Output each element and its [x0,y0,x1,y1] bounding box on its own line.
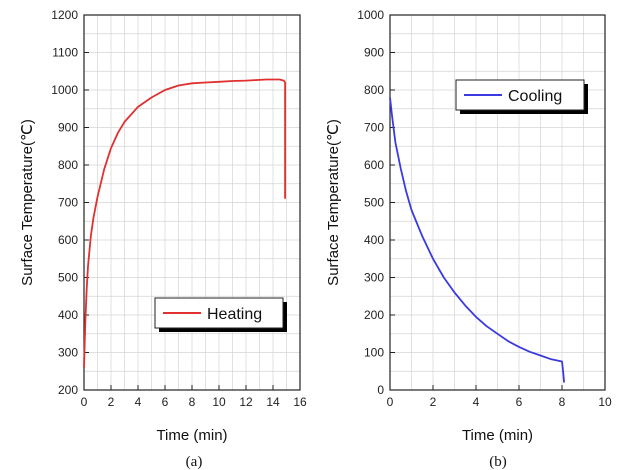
x-tick-label: 16 [293,395,307,409]
x-axis-title: Time (min) [462,427,533,444]
x-tick-label: 8 [189,395,196,409]
x-tick-label: 4 [135,395,142,409]
y-tick-label: 900 [58,121,78,135]
x-axis-title: Time (min) [156,427,227,444]
x-tick-label: 0 [387,395,394,409]
x-tick-label: 12 [239,395,253,409]
y-tick-label: 600 [364,158,384,172]
heating-panel: 0 2 4 6 8 10 12 14 16 200 300 400 500 600 700 800 900 100… [19,8,307,470]
x-tick-label: 2 [108,395,115,409]
x-tick-label: 6 [162,395,169,409]
y-axis-title: Surface Temperature(℃) [19,119,36,286]
panel-label: (b) [489,454,507,470]
y-tick-label: 300 [364,271,384,285]
y-tick-label: 500 [58,271,78,285]
y-tick-label: 400 [58,308,78,322]
legend-label: Cooling [508,88,562,105]
series-line-heating [83,78,287,368]
y-tick-label: 1100 [52,46,78,60]
y-tick-label: 800 [58,158,78,172]
y-tick-label: 400 [364,233,384,247]
y-tick-label: 200 [364,308,384,322]
grid [389,14,606,391]
y-tick-label: 700 [58,196,78,210]
panel-label: (a) [186,454,203,470]
series-line-cooling [389,97,565,383]
y-tick-label: 300 [58,346,78,360]
x-tick-label: 14 [266,395,280,409]
x-tick-label: 4 [473,395,480,409]
x-tick-label: 10 [598,395,612,409]
y-tick-label: 1000 [51,83,78,97]
y-tick-label: 0 [377,383,384,397]
y-tick-label: 600 [58,233,78,247]
legend: Heating [154,297,287,332]
y-tick-label: 700 [364,121,384,135]
y-tick-label: 200 [58,383,78,397]
y-tick-label: 1200 [51,8,78,22]
legend: Cooling [455,79,588,114]
y-tick-label: 800 [364,83,384,97]
x-tick-label: 6 [516,395,523,409]
y-tick-label: 900 [364,46,384,60]
y-tick-label: 1000 [357,8,384,22]
y-axis-title: Surface Temperature(℃) [325,119,342,286]
x-tick-label: 10 [212,395,226,409]
grid [83,14,301,391]
x-tick-label: 0 [81,395,88,409]
x-tick-label: 2 [430,395,437,409]
x-tick-label: 8 [559,395,566,409]
legend-label: Heating [207,306,262,323]
y-tick-label: 500 [364,196,384,210]
y-tick-label: 100 [364,346,384,360]
cooling-panel: 0 2 4 6 8 1001002003004005006007008009001000T… [325,8,612,470]
